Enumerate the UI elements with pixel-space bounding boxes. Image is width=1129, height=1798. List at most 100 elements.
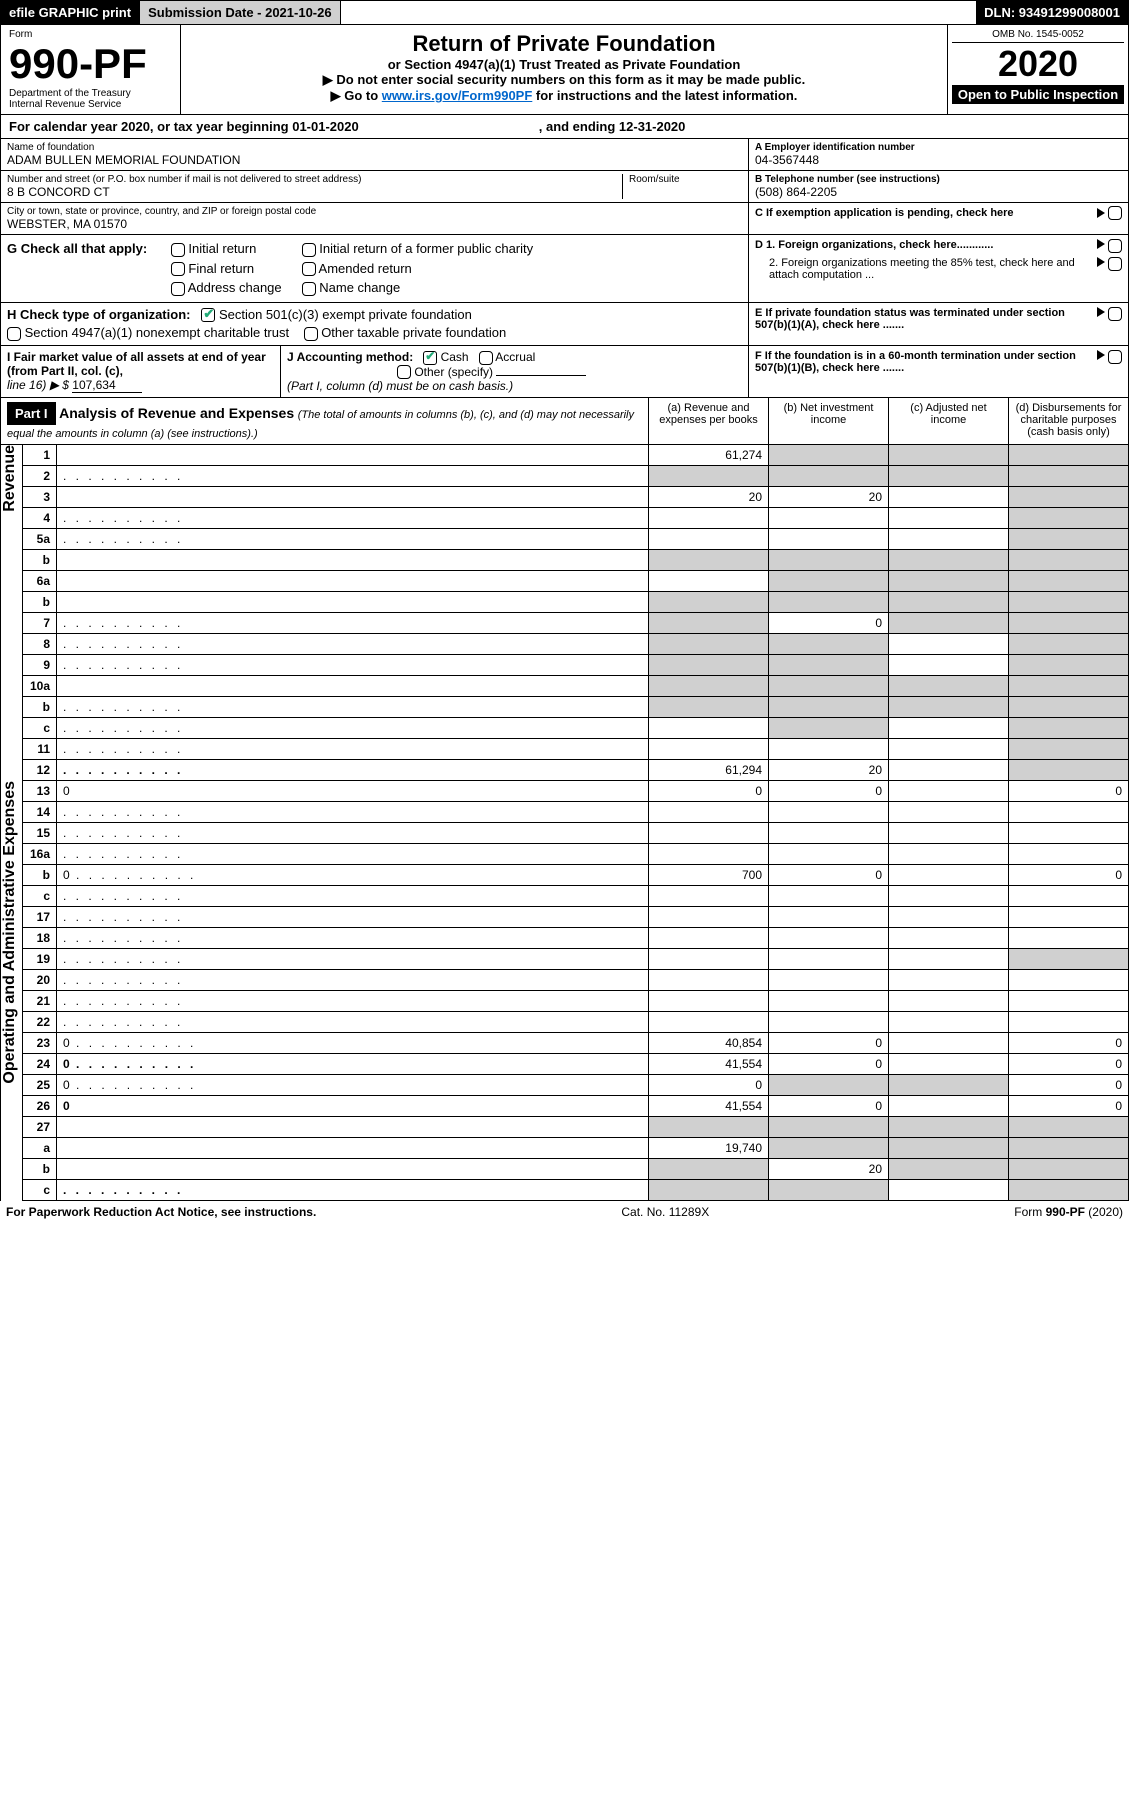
row-description xyxy=(57,634,649,655)
efile-print-button[interactable]: efile GRAPHIC print xyxy=(1,1,140,24)
d1-checkbox[interactable] xyxy=(1108,239,1122,253)
table-row: 25000 xyxy=(1,1075,1129,1096)
row-col-c xyxy=(889,823,1009,844)
col-b-header: (b) Net investment income xyxy=(768,398,888,444)
table-row: b070000 xyxy=(1,865,1129,886)
footer-right: Form 990-PF (2020) xyxy=(1014,1205,1123,1219)
h-501c3-cb[interactable] xyxy=(201,308,215,322)
row-col-b: 20 xyxy=(769,487,889,508)
row-number: 7 xyxy=(23,613,57,634)
d2-label: 2. Foreign organizations meeting the 85%… xyxy=(755,257,1097,281)
row-col-b: 20 xyxy=(769,760,889,781)
e-checkbox[interactable] xyxy=(1108,307,1122,321)
j-other: Other (specify) xyxy=(414,365,493,379)
row-col-b xyxy=(769,1075,889,1096)
table-row: 15 xyxy=(1,823,1129,844)
row-col-c xyxy=(889,1180,1009,1201)
row-number: 27 xyxy=(23,1117,57,1138)
row-description xyxy=(57,928,649,949)
row-col-a xyxy=(649,844,769,865)
row-col-a: 41,554 xyxy=(649,1096,769,1117)
row-description: 0 xyxy=(57,1033,649,1054)
row-number: 15 xyxy=(23,823,57,844)
row-col-a xyxy=(649,823,769,844)
h-label: H Check type of organization: xyxy=(7,307,190,322)
row-col-d xyxy=(1009,1117,1129,1138)
analysis-table: Revenue161,27423202045ab6ab708910abc1112… xyxy=(0,445,1129,1201)
h-4947-cb[interactable] xyxy=(7,327,21,341)
g-initial-former-cb[interactable] xyxy=(302,243,316,257)
exemption-pending-label: C If exemption application is pending, c… xyxy=(755,207,1097,219)
j-other-cb[interactable] xyxy=(397,365,411,379)
row-description: 0 xyxy=(57,1075,649,1096)
row-number: 8 xyxy=(23,634,57,655)
row-col-a: 61,294 xyxy=(649,760,769,781)
row-col-b xyxy=(769,634,889,655)
form-header: Form 990-PF Department of the Treasury I… xyxy=(0,25,1129,115)
phone-value: (508) 864-2205 xyxy=(755,185,1122,199)
row-description xyxy=(57,655,649,676)
row-col-c xyxy=(889,781,1009,802)
d1-label: D 1. Foreign organizations, check here..… xyxy=(755,239,1097,253)
j-accrual: Accrual xyxy=(495,350,535,364)
j-accrual-cb[interactable] xyxy=(479,351,493,365)
table-row: 8 xyxy=(1,634,1129,655)
g-final-return-cb[interactable] xyxy=(171,262,185,276)
row-col-b: 0 xyxy=(769,781,889,802)
form990pf-link[interactable]: www.irs.gov/Form990PF xyxy=(382,88,533,103)
check-section-gd: G Check all that apply: Initial return I… xyxy=(0,235,1129,303)
row-col-c xyxy=(889,550,1009,571)
row-col-a: 40,854 xyxy=(649,1033,769,1054)
row-description xyxy=(57,844,649,865)
f-checkbox[interactable] xyxy=(1108,350,1122,364)
j-label: J Accounting method: xyxy=(287,350,413,364)
row-number: 5a xyxy=(23,529,57,550)
exemption-checkbox[interactable] xyxy=(1108,206,1122,220)
row-col-c xyxy=(889,1033,1009,1054)
row-col-a xyxy=(649,1180,769,1201)
row-description xyxy=(57,1159,649,1180)
row-description xyxy=(57,1117,649,1138)
h-other-cb[interactable] xyxy=(304,327,318,341)
row-col-c xyxy=(889,907,1009,928)
j-cash-cb[interactable] xyxy=(423,351,437,365)
row-col-a xyxy=(649,1117,769,1138)
row-col-c xyxy=(889,1075,1009,1096)
row-col-d: 0 xyxy=(1009,1075,1129,1096)
g-initial-return-cb[interactable] xyxy=(171,243,185,257)
row-number: 10a xyxy=(23,676,57,697)
row-description: 0 xyxy=(57,1054,649,1075)
g-name-change-cb[interactable] xyxy=(302,282,316,296)
g-amended-cb[interactable] xyxy=(302,262,316,276)
dln-label: DLN: 93491299008001 xyxy=(976,1,1128,24)
row-number: 26 xyxy=(23,1096,57,1117)
row-col-d xyxy=(1009,634,1129,655)
row-col-c xyxy=(889,676,1009,697)
form-title: Return of Private Foundation xyxy=(187,31,941,57)
d2-checkbox[interactable] xyxy=(1108,257,1122,271)
table-row: 18 xyxy=(1,928,1129,949)
g-address-change-cb[interactable] xyxy=(171,282,185,296)
row-col-a xyxy=(649,550,769,571)
expenses-side-label: Operating and Administrative Expenses xyxy=(1,781,19,1084)
row-col-d xyxy=(1009,991,1129,1012)
goto-pre: ▶ Go to xyxy=(331,88,382,103)
arrow-icon xyxy=(1097,307,1105,317)
row-col-c xyxy=(889,1117,1009,1138)
table-row: 23040,85400 xyxy=(1,1033,1129,1054)
row-col-a xyxy=(649,592,769,613)
g-opt-1: Final return xyxy=(188,261,254,276)
row-number: 13 xyxy=(23,781,57,802)
table-row: 2 xyxy=(1,466,1129,487)
row-col-c xyxy=(889,865,1009,886)
row-col-a xyxy=(649,718,769,739)
row-description xyxy=(57,571,649,592)
table-row: 1261,29420 xyxy=(1,760,1129,781)
table-row: 16a xyxy=(1,844,1129,865)
row-col-c xyxy=(889,844,1009,865)
row-col-b xyxy=(769,655,889,676)
part1-header: Part I Analysis of Revenue and Expenses … xyxy=(0,398,1129,445)
row-col-b: 0 xyxy=(769,865,889,886)
tax-year: 2020 xyxy=(952,43,1124,85)
row-col-b: 0 xyxy=(769,613,889,634)
